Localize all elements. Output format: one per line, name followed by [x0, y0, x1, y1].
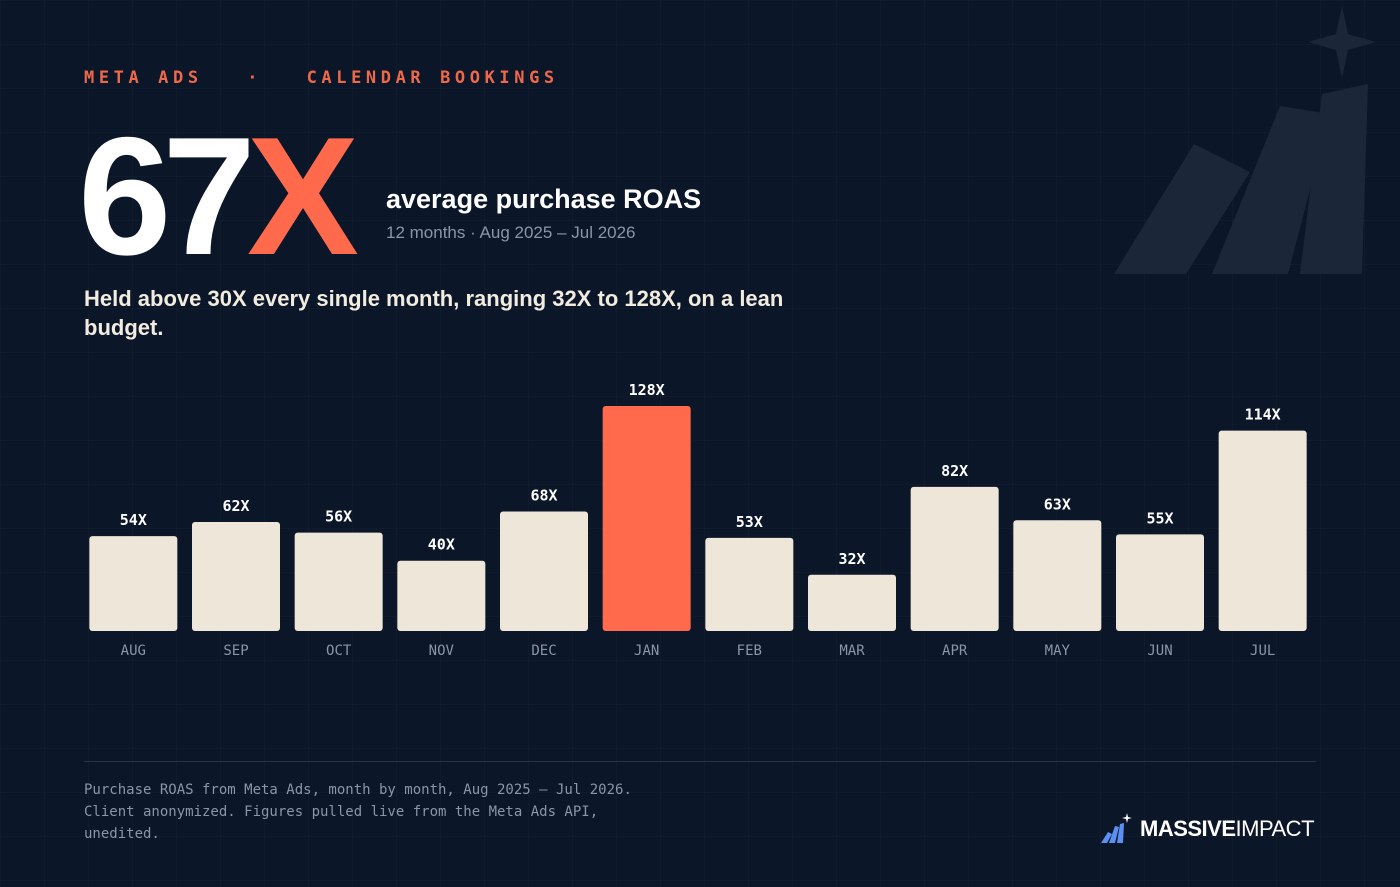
bar-mar [808, 574, 896, 631]
x-tick-label-apr: APR [942, 643, 968, 659]
x-tick-label-mar: MAR [839, 643, 865, 659]
bar-nov [397, 560, 486, 631]
bar-value-label-jan: 128X [629, 381, 665, 399]
footnote: Purchase ROAS from Meta Ads, month by mo… [84, 782, 632, 842]
brand-wordmark: MASSIVEIMPACT [1140, 816, 1315, 842]
divider [84, 761, 1316, 762]
bar-jun [1116, 534, 1204, 631]
bar-value-label-dec: 68X [530, 486, 557, 504]
bar-value-label-jun: 55X [1146, 509, 1173, 527]
bar-value-label-mar: 32X [838, 550, 865, 568]
decorative-logo-mark-icon [1114, 6, 1376, 274]
bar-jan [602, 406, 691, 631]
hero-metric-unit: X [246, 102, 359, 290]
x-tick-label-jul: JUL [1250, 643, 1275, 659]
bar-sep [192, 522, 280, 631]
bar-value-label-sep: 62X [222, 497, 249, 515]
bars-star-logo-icon [1101, 813, 1132, 843]
eyebrow-separator: · [247, 68, 263, 88]
hero-metric-value: 67 [78, 102, 256, 290]
x-tick-label-aug: AUG [121, 643, 146, 659]
bar-may [1013, 520, 1102, 631]
brand-logo: MASSIVEIMPACT [1100, 812, 1315, 846]
bar-value-label-nov: 40X [428, 536, 455, 554]
bar-dec [500, 511, 588, 631]
x-tick-label-oct: OCT [326, 643, 352, 659]
x-tick-label-dec: DEC [531, 643, 556, 659]
bar-value-label-feb: 53X [736, 513, 763, 531]
hero-headline: average purchase ROAS [386, 184, 702, 214]
x-tick-label-sep: SEP [223, 643, 248, 659]
bar-value-label-may: 63X [1044, 495, 1071, 513]
eyebrow-source: META ADS [84, 68, 203, 88]
brand-wordmark-strong: MASSIVE [1140, 816, 1236, 841]
bar-value-label-oct: 56X [325, 508, 352, 526]
bar-value-label-aug: 54X [120, 511, 147, 529]
bar-value-label-apr: 82X [941, 462, 968, 480]
eyebrow-label: META ADS · CALENDAR BOOKINGS [84, 68, 559, 88]
summary-text: Held above 30X every single month, rangi… [84, 286, 784, 340]
eyebrow-client: CALENDAR BOOKINGS [306, 68, 559, 88]
x-tick-label-may: MAY [1045, 643, 1071, 659]
x-tick-label-feb: FEB [737, 643, 762, 659]
sparkle-star-icon [1308, 6, 1376, 78]
brand-wordmark-light: IMPACT [1235, 816, 1315, 841]
bar-feb [705, 537, 794, 631]
bar-aug [89, 536, 178, 631]
x-tick-label-jan: JAN [634, 643, 659, 659]
bar-oct [294, 532, 383, 631]
bar-jul [1218, 430, 1307, 631]
x-tick-label-nov: NOV [429, 643, 455, 659]
bar-value-label-jul: 114X [1245, 406, 1281, 424]
roas-bar-chart: 54X AUG 62X SEP 56X OCT 40X NOV 68X DEC 128X JAN 53X… [89, 381, 1307, 659]
x-tick-label-jun: JUN [1147, 643, 1172, 659]
hero-period: 12 months · Aug 2025 – Jul 2026 [386, 223, 636, 242]
bar-apr [910, 486, 999, 631]
hero-metric: 67X [78, 112, 359, 280]
